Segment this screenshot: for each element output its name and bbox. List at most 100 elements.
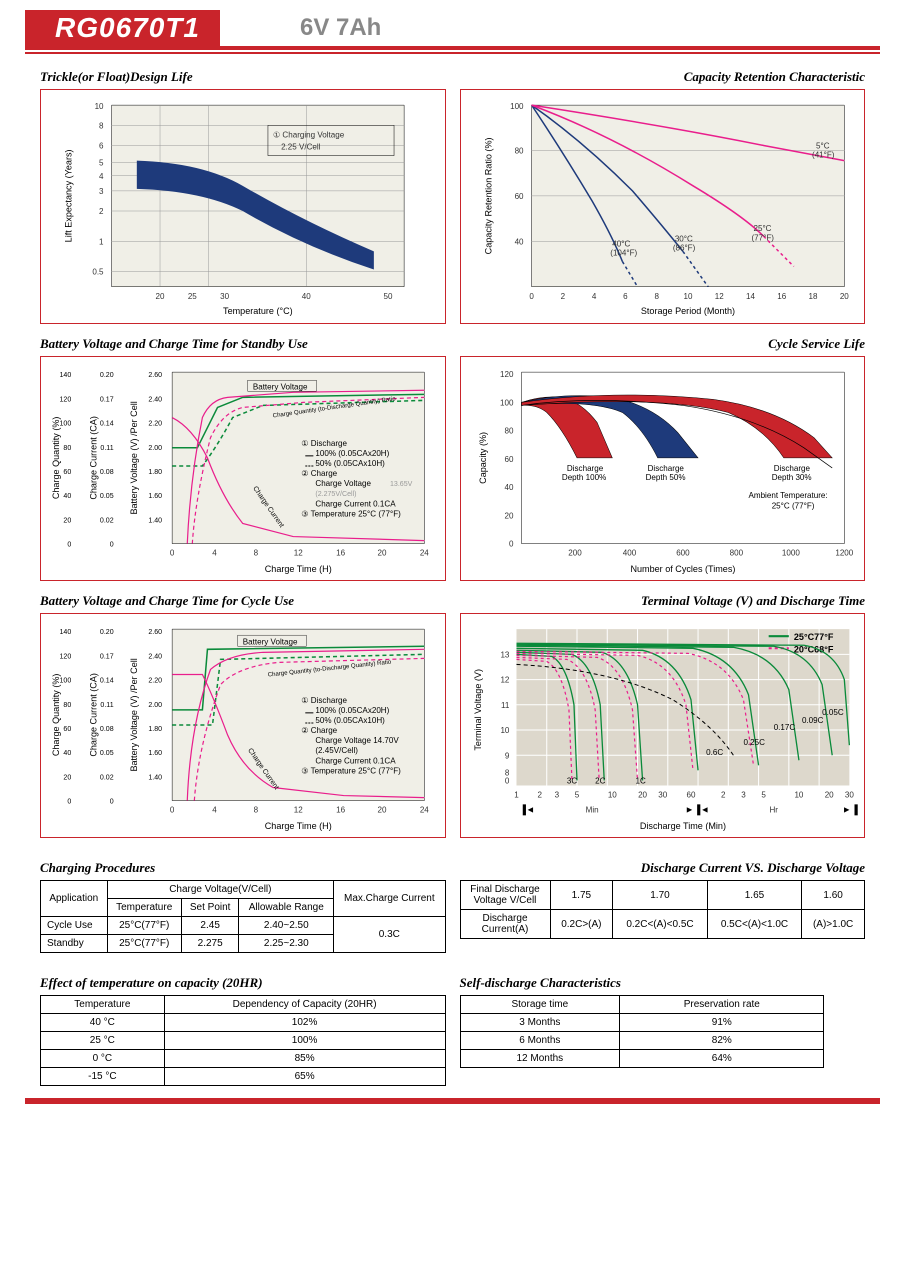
footer-stripe bbox=[25, 1098, 880, 1104]
svg-text:100: 100 bbox=[500, 398, 514, 407]
svg-text:2.60: 2.60 bbox=[148, 629, 162, 636]
svg-text:10: 10 bbox=[607, 791, 616, 800]
svg-text:800: 800 bbox=[729, 549, 743, 558]
charging-table: Application Charge Voltage(V/Cell) Max.C… bbox=[40, 880, 446, 953]
svg-text:2.20: 2.20 bbox=[148, 678, 162, 685]
svg-text:50% (0.05CAx10H): 50% (0.05CAx10H) bbox=[315, 716, 385, 725]
retention-title: Capacity Retention Characteristic bbox=[460, 69, 866, 85]
svg-text:(77°F): (77°F) bbox=[751, 233, 774, 242]
svg-text:Charge Quantity (%): Charge Quantity (%) bbox=[51, 417, 61, 500]
svg-text:16: 16 bbox=[336, 806, 345, 815]
temp-cap-title: Effect of temperature on capacity (20HR) bbox=[40, 975, 446, 991]
svg-text:(2.275V/Cell): (2.275V/Cell) bbox=[315, 491, 356, 498]
svg-text:600: 600 bbox=[676, 549, 690, 558]
svg-text:Capacity (%): Capacity (%) bbox=[478, 432, 488, 484]
svg-text:1.80: 1.80 bbox=[148, 726, 162, 733]
svg-text:80: 80 bbox=[63, 702, 71, 709]
cycle-charge-chart: Battery Voltage Charge Quantity (to-Disc… bbox=[41, 614, 445, 841]
svg-text:►▐: ►▐ bbox=[842, 804, 858, 816]
svg-text:100% (0.05CAx20H): 100% (0.05CAx20H) bbox=[315, 449, 389, 458]
svg-text:0: 0 bbox=[170, 806, 175, 815]
svg-text:80: 80 bbox=[514, 147, 523, 156]
svg-text:120: 120 bbox=[59, 396, 71, 403]
svg-text:0.14: 0.14 bbox=[100, 421, 114, 428]
svg-text:4: 4 bbox=[591, 292, 596, 301]
svg-text:Charge Voltage: Charge Voltage bbox=[315, 479, 371, 488]
svg-text:30: 30 bbox=[844, 791, 853, 800]
header-bar: RG0670T1 6V 7Ah bbox=[25, 10, 880, 46]
svg-text:Charge Current (CA): Charge Current (CA) bbox=[88, 416, 98, 500]
svg-text:50% (0.05CAx10H): 50% (0.05CAx10H) bbox=[315, 459, 385, 468]
svg-text:0: 0 bbox=[67, 799, 71, 806]
svg-text:Battery Voltage (V) /Per Cell: Battery Voltage (V) /Per Cell bbox=[129, 658, 139, 771]
svg-text:2: 2 bbox=[99, 207, 104, 216]
svg-text:2.20: 2.20 bbox=[148, 421, 162, 428]
svg-text:0.11: 0.11 bbox=[100, 702, 113, 709]
svg-text:8: 8 bbox=[504, 768, 509, 777]
svg-text:25°C: 25°C bbox=[753, 224, 771, 233]
svg-text:0: 0 bbox=[110, 799, 114, 806]
svg-text:0.20: 0.20 bbox=[100, 372, 114, 379]
svg-text:2.00: 2.00 bbox=[148, 702, 162, 709]
cycle-life-chart: Discharge Depth 100% Discharge Depth 50%… bbox=[461, 357, 865, 584]
svg-text:0.20: 0.20 bbox=[100, 629, 114, 636]
svg-text:50: 50 bbox=[384, 292, 393, 301]
svg-text:30°C: 30°C bbox=[674, 234, 692, 243]
svg-text:40: 40 bbox=[302, 292, 311, 301]
svg-text:100: 100 bbox=[59, 421, 71, 428]
dcdv-table: Final Discharge Voltage V/Cell 1.75 1.70… bbox=[460, 880, 866, 939]
content: Trickle(or Float)Design Life bbox=[0, 69, 905, 1086]
self-discharge-title: Self-discharge Characteristics bbox=[460, 975, 866, 991]
svg-text:60: 60 bbox=[686, 791, 695, 800]
svg-text:2.00: 2.00 bbox=[148, 445, 162, 452]
svg-text:3: 3 bbox=[741, 791, 746, 800]
svg-text:1000: 1000 bbox=[781, 549, 799, 558]
retention-chart: 40°C (104°F) 30°C (86°F) 25°C (77°F) 5°C… bbox=[461, 90, 864, 327]
svg-text:13: 13 bbox=[500, 650, 509, 659]
svg-text:Number of Cycles (Times): Number of Cycles (Times) bbox=[630, 564, 735, 574]
self-discharge-table: Storage timePreservation rate 3 Months91… bbox=[460, 995, 825, 1068]
svg-text:0.17: 0.17 bbox=[100, 396, 114, 403]
svg-text:Depth 30%: Depth 30% bbox=[771, 473, 811, 482]
svg-text:2: 2 bbox=[537, 791, 542, 800]
svg-text:20: 20 bbox=[638, 791, 647, 800]
standby-title: Battery Voltage and Charge Time for Stan… bbox=[40, 336, 446, 352]
svg-text:11: 11 bbox=[501, 701, 510, 710]
svg-text:5: 5 bbox=[99, 159, 104, 168]
svg-text:6: 6 bbox=[623, 292, 628, 301]
discharge-chart: 25°C77°F 20°C68°F bbox=[461, 614, 865, 841]
svg-text:12: 12 bbox=[500, 676, 509, 685]
svg-text:2C: 2C bbox=[595, 776, 605, 785]
svg-text:8: 8 bbox=[254, 549, 259, 558]
svg-text:4: 4 bbox=[212, 549, 217, 558]
svg-text:1200: 1200 bbox=[835, 549, 853, 558]
svg-text:0.05C: 0.05C bbox=[822, 708, 844, 717]
svg-text:30: 30 bbox=[658, 791, 667, 800]
svg-text:② Charge: ② Charge bbox=[301, 469, 337, 478]
svg-text:1.60: 1.60 bbox=[148, 750, 162, 757]
svg-text:0.05: 0.05 bbox=[100, 750, 114, 757]
svg-text:16: 16 bbox=[336, 549, 345, 558]
svg-text:Ambient Temperature:: Ambient Temperature: bbox=[748, 491, 827, 500]
svg-text:③ Temperature 25°C (77°F): ③ Temperature 25°C (77°F) bbox=[301, 509, 401, 518]
svg-text:8: 8 bbox=[654, 292, 659, 301]
svg-text:Battery Voltage: Battery Voltage bbox=[253, 382, 308, 391]
svg-text:2.60: 2.60 bbox=[148, 372, 162, 379]
svg-text:0.08: 0.08 bbox=[100, 726, 114, 733]
svg-text:Depth 100%: Depth 100% bbox=[561, 473, 605, 482]
svg-text:100: 100 bbox=[510, 102, 524, 111]
svg-text:25°C (77°F): 25°C (77°F) bbox=[771, 501, 814, 510]
svg-text:0: 0 bbox=[110, 542, 114, 549]
svg-text:20: 20 bbox=[824, 791, 833, 800]
svg-text:(86°F): (86°F) bbox=[672, 243, 695, 252]
svg-text:100% (0.05CAx20H): 100% (0.05CAx20H) bbox=[315, 706, 389, 715]
svg-text:1.80: 1.80 bbox=[148, 469, 162, 476]
svg-text:Depth 50%: Depth 50% bbox=[645, 473, 685, 482]
svg-text:② Charge: ② Charge bbox=[301, 726, 337, 735]
charging-title: Charging Procedures bbox=[40, 860, 446, 876]
svg-text:3: 3 bbox=[554, 791, 559, 800]
svg-text:5: 5 bbox=[761, 791, 766, 800]
temp-cap-table: TemperatureDependency of Capacity (20HR)… bbox=[40, 995, 446, 1086]
cycle-life-title: Cycle Service Life bbox=[460, 336, 866, 352]
svg-text:Terminal Voltage (V): Terminal Voltage (V) bbox=[473, 669, 483, 751]
